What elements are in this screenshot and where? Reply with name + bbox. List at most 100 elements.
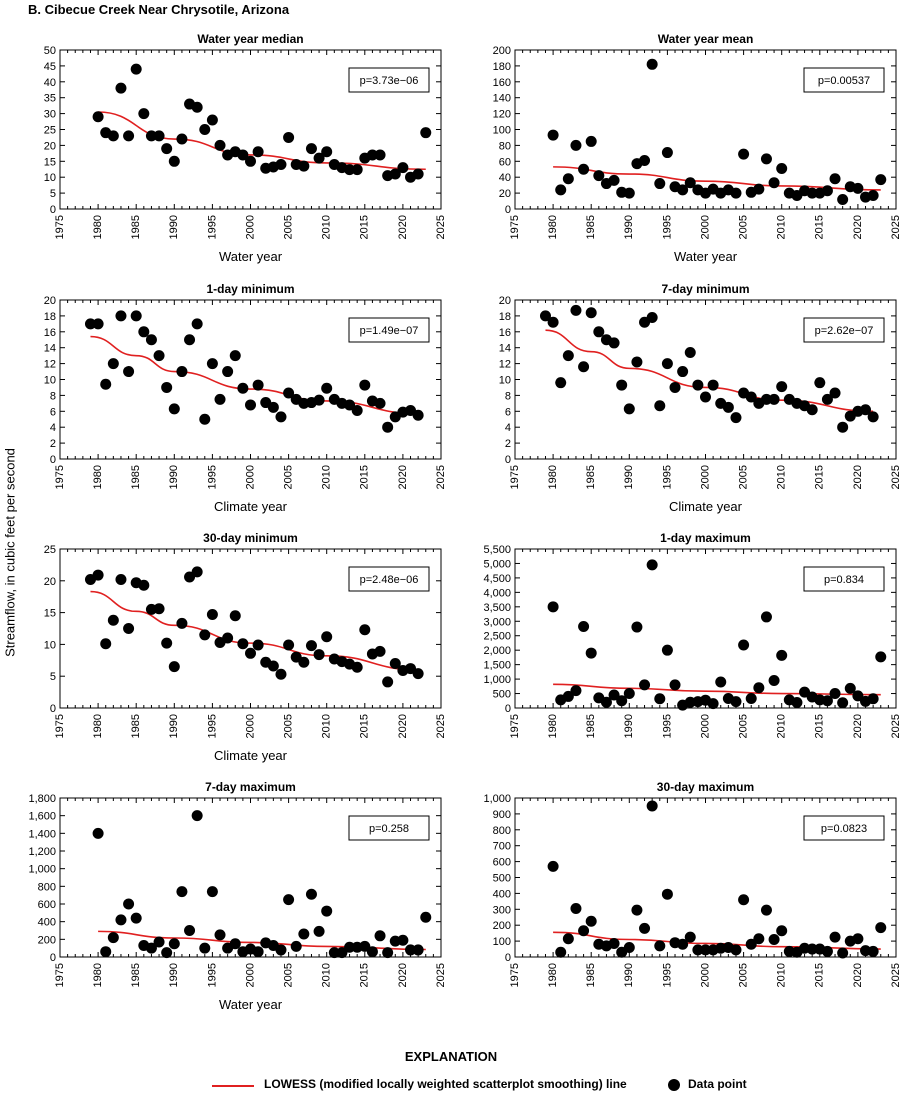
x-tick-label: 2025 — [890, 215, 902, 239]
x-tick-label: 1990 — [168, 963, 180, 987]
data-point — [374, 149, 386, 161]
data-point — [382, 947, 394, 959]
data-point — [692, 944, 704, 956]
data-point — [806, 943, 818, 955]
data-point — [359, 379, 371, 391]
y-tick-label: 1,000 — [483, 674, 511, 686]
data-point — [821, 393, 833, 405]
data-point — [768, 393, 780, 405]
x-tick-label: 2010 — [776, 215, 788, 239]
data-point — [153, 603, 165, 615]
y-tick-label: 1,400 — [28, 828, 56, 840]
data-point — [806, 187, 818, 199]
y-tick-label: 1,000 — [28, 864, 56, 876]
data-point — [646, 58, 658, 70]
x-axis-label: Water year — [219, 249, 283, 264]
data-point — [570, 903, 582, 915]
data-point — [245, 647, 256, 659]
data-point — [654, 940, 666, 952]
x-tick-label: 1980 — [92, 465, 104, 489]
x-tick-label: 2010 — [776, 963, 788, 987]
y-tick-label: 4 — [505, 422, 511, 434]
y-tick-label: 0 — [50, 952, 56, 964]
y-tick-label: 20 — [499, 188, 511, 200]
data-point — [374, 397, 386, 409]
data-point — [245, 155, 256, 167]
x-tick-label: 1995 — [661, 465, 673, 489]
data-point — [267, 401, 279, 413]
data-point — [206, 609, 218, 621]
y-tick-label: 20 — [44, 295, 56, 307]
p-value-label: p=2.62e−07 — [815, 325, 874, 337]
data-point — [623, 688, 635, 700]
data-point — [791, 697, 803, 709]
data-point — [578, 925, 590, 937]
data-point — [608, 174, 620, 186]
x-tick-label: 2005 — [283, 963, 295, 987]
x-tick-label: 1985 — [130, 465, 142, 489]
y-tick-label: 1,000 — [483, 793, 511, 805]
data-point — [298, 656, 310, 668]
x-tick-label: 1985 — [130, 714, 142, 738]
data-point — [829, 173, 841, 185]
x-tick-label: 2000 — [699, 215, 711, 239]
data-point — [351, 661, 363, 673]
data-point — [123, 623, 135, 634]
data-point — [305, 888, 317, 900]
x-tick-label: 2000 — [699, 963, 711, 987]
p-value-box — [803, 815, 885, 841]
data-point — [738, 148, 750, 160]
data-point — [161, 143, 173, 155]
y-tick-label: 100 — [493, 125, 511, 137]
y-tick-label: 10 — [44, 172, 56, 184]
data-point — [206, 886, 218, 898]
x-tick-label: 1990 — [168, 465, 180, 489]
y-tick-label: 18 — [44, 311, 56, 323]
y-tick-label: 4 — [50, 422, 56, 434]
data-point — [176, 617, 188, 629]
data-point — [684, 177, 696, 189]
data-point — [852, 933, 864, 945]
x-tick-label: 1985 — [585, 465, 597, 489]
p-value-box — [803, 317, 885, 343]
y-tick-label: 2,500 — [483, 631, 511, 643]
data-point — [585, 647, 597, 659]
data-point — [161, 947, 173, 959]
y-tick-label: 20 — [499, 295, 511, 307]
y-tick-label: 700 — [493, 841, 511, 853]
data-point — [539, 310, 551, 322]
data-point — [145, 130, 157, 142]
y-tick-label: 60 — [499, 156, 511, 168]
x-tick-label: 2000 — [244, 215, 256, 239]
data-point — [153, 130, 165, 142]
x-tick-label: 1975 — [54, 465, 66, 489]
data-point — [344, 164, 356, 176]
data-point — [275, 944, 287, 956]
y-tick-label: 15 — [44, 156, 56, 168]
data-point — [168, 661, 180, 673]
data-point — [153, 936, 165, 948]
data-point — [821, 185, 833, 197]
x-tick-label: 1980 — [92, 963, 104, 987]
data-point — [875, 651, 887, 663]
data-point — [562, 350, 574, 362]
data-point — [623, 187, 635, 199]
data-point — [654, 400, 666, 412]
data-point — [585, 135, 597, 147]
data-point — [578, 163, 590, 175]
x-tick-label: 2015 — [359, 714, 371, 738]
data-point — [412, 409, 424, 421]
x-tick-label: 2010 — [776, 714, 788, 738]
data-point — [283, 387, 295, 399]
panel-title: 7-day minimum — [661, 282, 749, 296]
data-point — [646, 311, 658, 323]
data-point — [412, 944, 424, 956]
data-point — [229, 350, 241, 362]
data-point — [715, 676, 727, 688]
x-tick-label: 1975 — [509, 714, 521, 738]
data-point — [252, 946, 264, 958]
data-point — [768, 934, 780, 946]
